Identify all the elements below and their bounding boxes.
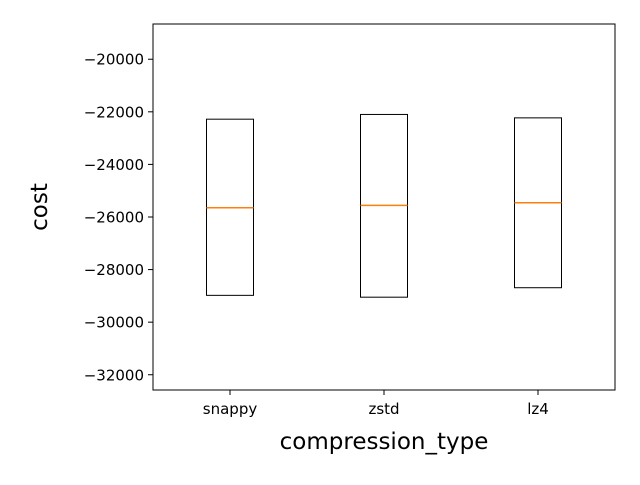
x-tick-label: zstd <box>368 400 399 418</box>
y-tick-label: −32000 <box>84 366 144 384</box>
y-tick-label: −30000 <box>84 314 144 332</box>
x-axis-label: compression_type <box>280 429 489 455</box>
x-axis: snappy zstd lz4 <box>203 390 549 418</box>
plot-area <box>153 24 615 390</box>
box-group <box>206 113 562 298</box>
y-tick-label: −20000 <box>84 51 144 69</box>
y-tick-label: −22000 <box>84 103 144 121</box>
y-tick-label: −28000 <box>84 261 144 279</box>
y-tick-label: −24000 <box>84 156 144 174</box>
y-axis: −32000 −30000 −28000 −26000 −24000 −22000 −200… <box>84 51 153 384</box>
y-axis-label: cost <box>27 183 53 231</box>
x-tick-label: snappy <box>203 400 258 418</box>
y-tick-label: −26000 <box>84 208 144 226</box>
x-tick-label: lz4 <box>527 400 549 418</box>
